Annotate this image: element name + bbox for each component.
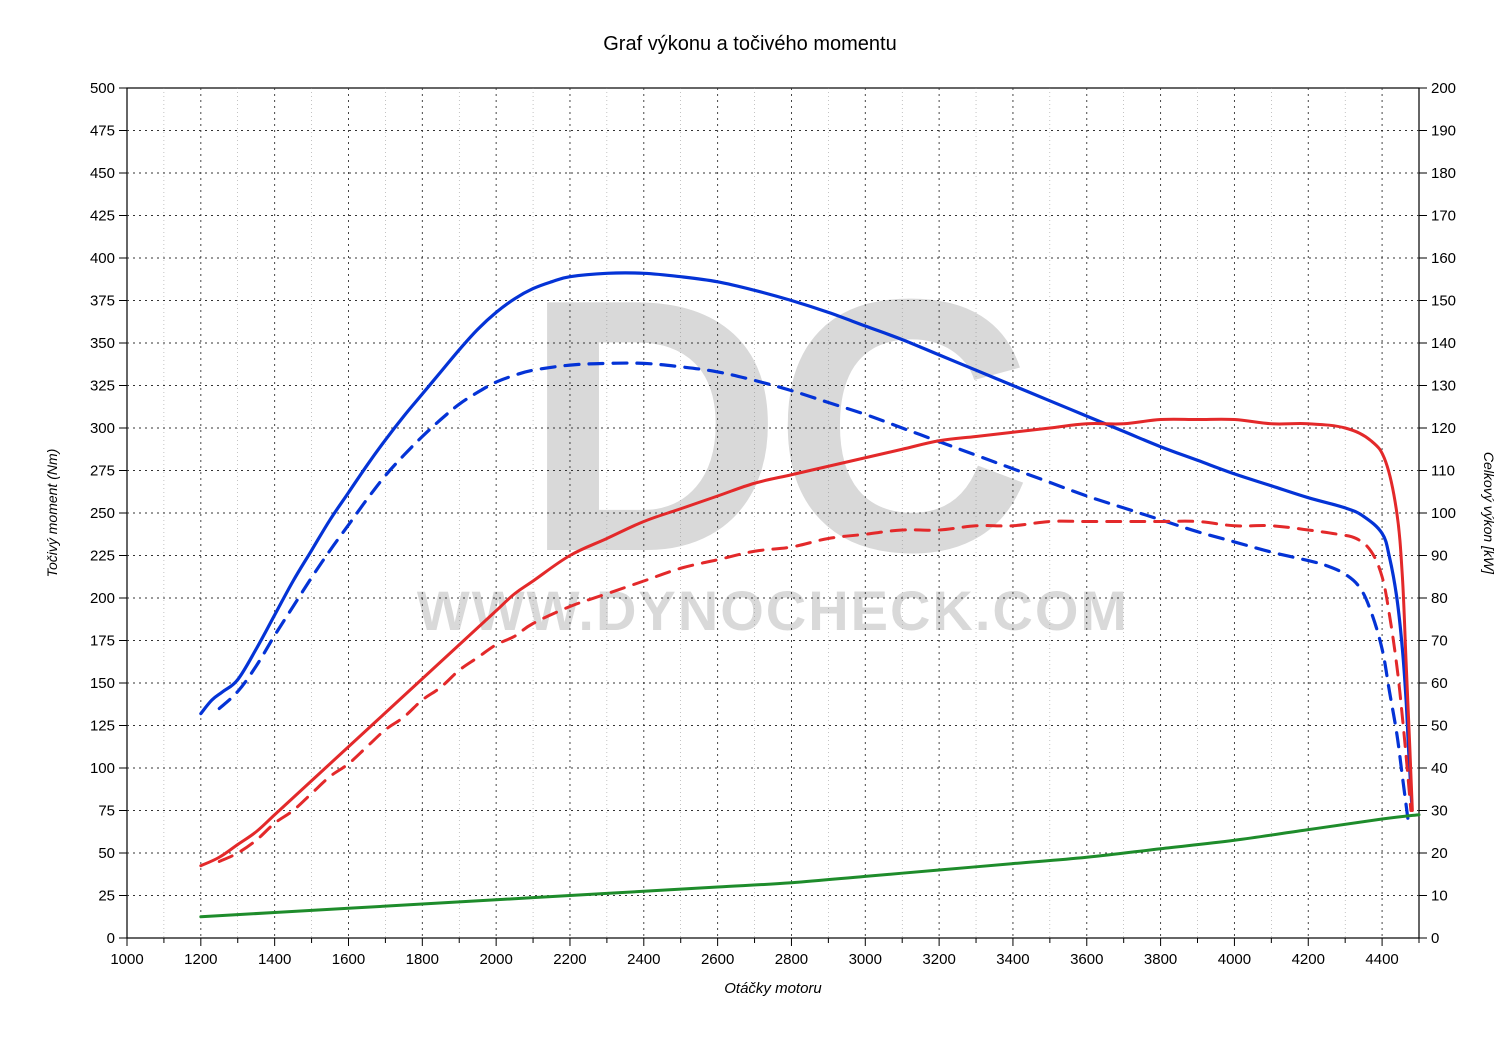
y-right-tick-label: 170 [1431, 208, 1456, 225]
dyno-chart: DC WWW.DYNOCHECK.COM Graf výkonu a točiv… [0, 0, 1500, 1041]
y-left-tick-label: 250 [90, 505, 115, 522]
watermark-logo: DC [523, 225, 1026, 627]
y-right-tick-label: 70 [1431, 633, 1448, 650]
y-right-tick-label: 90 [1431, 548, 1448, 565]
y-left-tick-label: 325 [90, 378, 115, 395]
x-tick-label: 1200 [184, 951, 217, 968]
y-right-tick-label: 140 [1431, 335, 1456, 352]
x-tick-label: 2000 [479, 951, 512, 968]
y-left-tick-label: 300 [90, 420, 115, 437]
x-tick-label: 3600 [1070, 951, 1103, 968]
y-left-tick-label: 350 [90, 335, 115, 352]
y-right-tick-label: 200 [1431, 80, 1456, 97]
y-right-tick-label: 120 [1431, 420, 1456, 437]
y-left-tick-label: 500 [90, 80, 115, 97]
y-left-tick-label: 200 [90, 590, 115, 607]
x-tick-label: 1400 [258, 951, 291, 968]
y-right-tick-label: 160 [1431, 250, 1456, 267]
y-left-tick-label: 75 [98, 803, 115, 820]
y-right-tick-label: 60 [1431, 675, 1448, 692]
y-right-tick-label: 110 [1431, 463, 1455, 480]
y-left-tick-label: 25 [98, 888, 115, 905]
y-left-tick-label: 175 [90, 633, 115, 650]
y-left-tick-label: 375 [90, 293, 115, 310]
y-right-tick-label: 20 [1431, 845, 1448, 862]
x-tick-label: 2600 [701, 951, 734, 968]
y-left-tick-label: 225 [90, 548, 115, 565]
y-right-axis-label: Celkový výkon [kW] [1481, 452, 1497, 575]
x-tick-label: 1800 [406, 951, 439, 968]
x-tick-label: 3800 [1144, 951, 1177, 968]
x-tick-label: 2400 [627, 951, 660, 968]
y-right-tick-label: 30 [1431, 803, 1448, 820]
x-tick-label: 3000 [849, 951, 882, 968]
y-left-tick-label: 100 [90, 760, 115, 777]
x-tick-label: 3400 [996, 951, 1029, 968]
x-tick-label: 2200 [553, 951, 586, 968]
y-right-tick-label: 180 [1431, 165, 1456, 182]
x-tick-label: 1000 [110, 951, 143, 968]
y-left-tick-label: 150 [90, 675, 115, 692]
y-right-tick-label: 100 [1431, 505, 1456, 522]
y-left-tick-label: 450 [90, 165, 115, 182]
x-tick-label: 4000 [1218, 951, 1251, 968]
y-right-tick-label: 80 [1431, 590, 1448, 607]
x-axis-label: Otáčky motoru [724, 980, 822, 997]
y-right-tick-label: 130 [1431, 378, 1456, 395]
y-left-tick-label: 50 [98, 845, 115, 862]
x-tick-label: 1600 [332, 951, 365, 968]
y-right-tick-label: 10 [1431, 888, 1448, 905]
y-right-tick-label: 190 [1431, 123, 1456, 140]
y-left-axis-label: Točivý moment (Nm) [44, 449, 60, 578]
x-tick-label: 4400 [1365, 951, 1398, 968]
y-right-tick-label: 0 [1431, 930, 1439, 947]
y-left-tick-label: 125 [90, 718, 115, 735]
y-left-tick-label: 475 [90, 123, 115, 140]
y-left-tick-label: 400 [90, 250, 115, 267]
y-right-tick-label: 40 [1431, 760, 1448, 777]
x-tick-label: 2800 [775, 951, 808, 968]
x-tick-label: 4200 [1292, 951, 1325, 968]
y-right-tick-label: 50 [1431, 718, 1448, 735]
chart-title: Graf výkonu a točivého momentu [603, 33, 896, 55]
y-right-tick-label: 150 [1431, 293, 1456, 310]
y-left-tick-label: 0 [107, 930, 115, 947]
watermark: DC WWW.DYNOCHECK.COM [417, 225, 1129, 642]
y-left-tick-label: 425 [90, 208, 115, 225]
x-tick-label: 3200 [922, 951, 955, 968]
y-left-tick-label: 275 [90, 463, 115, 480]
